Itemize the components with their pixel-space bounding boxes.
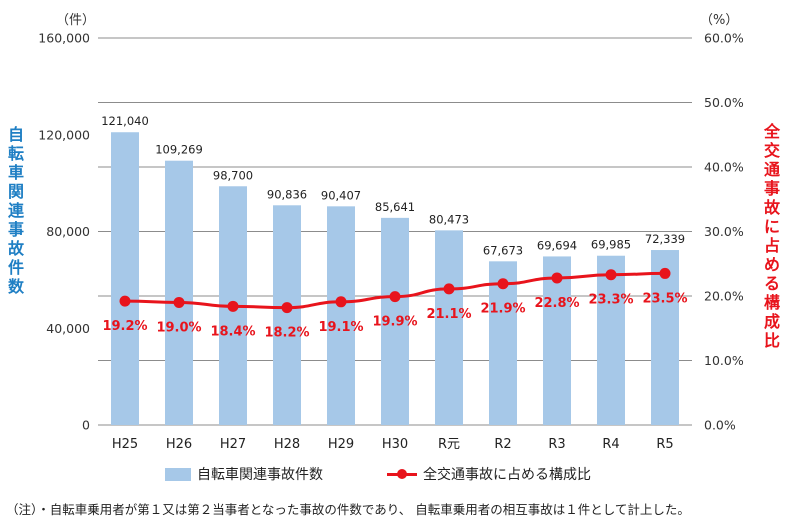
line-value-label: 19.2% [102,319,147,334]
bar [381,217,409,425]
line-point [551,272,563,284]
line-point [335,296,347,308]
left-tick-label: 80,000 [46,224,90,239]
bar-value-label: 121,040 [101,114,149,128]
bar [543,256,571,425]
right-tick-label: 30.0% [704,224,744,239]
legend: 自転車関連事故件数 全交通事故に占める構成比 [165,464,591,484]
legend-item-bar: 自転車関連事故件数 [165,464,323,484]
category-labels: H25 H26 H27 H28 H29 H30 R元 R2 R3 R4 R5 [112,437,674,452]
line-value-label: 19.1% [318,320,363,335]
left-axis-title: 自転車関連事故件数 [7,125,24,296]
line-value-label: 22.8% [534,296,579,311]
line-value-label: 21.9% [480,302,525,317]
right-tick-label: 10.0% [704,353,744,368]
line-point [389,291,401,303]
right-tick-label: 0.0% [704,418,736,433]
bar [273,205,301,425]
line-value-label: 18.2% [264,326,309,341]
category-label: H26 [166,437,192,452]
bar-value-label: 80,473 [429,212,469,226]
line-point [605,269,617,281]
legend-item-line: 全交通事故に占める構成比 [387,464,591,484]
left-tick-label: 40,000 [46,321,90,336]
legend-line-label: 全交通事故に占める構成比 [423,467,591,483]
bar-value-label: 72,339 [645,232,685,246]
right-axis-ticks: 0.0% 10.0% 20.0% 30.0% 40.0% 50.0% 60.0% [704,31,744,433]
category-label: R3 [548,437,565,452]
bar [651,250,679,425]
bar-value-label: 90,836 [267,187,307,201]
category-label: R4 [602,437,619,452]
line-series [119,267,671,314]
line-value-label: 19.9% [372,315,417,330]
right-axis-title: 全交通事故に占める構成比 [763,122,780,350]
category-label: H28 [274,437,300,452]
line-value-label: 19.0% [156,320,201,335]
right-tick-label: 40.0% [704,160,744,175]
category-label: R5 [656,437,673,452]
right-tick-label: 60.0% [704,31,744,46]
right-tick-label: 50.0% [704,95,744,110]
legend-bar-swatch [165,467,191,481]
line-point [281,302,293,314]
category-label: H27 [220,437,246,452]
category-label: H30 [382,437,408,452]
right-axis-unit: （%） [700,13,739,28]
line-point [173,296,185,308]
category-label: R元 [438,437,460,452]
bar-series [111,132,679,425]
left-tick-label: 0 [82,418,90,433]
bar-value-label: 67,673 [483,243,523,257]
bar [327,206,355,425]
bar-value-labels: 121,040 109,269 98,700 90,836 90,407 85,641 80… [101,114,685,257]
legend-line-swatch [387,467,417,481]
line-value-label: 21.1% [426,307,471,322]
category-label: H25 [112,437,138,452]
bar-value-label: 69,694 [537,238,577,252]
line-point [659,267,671,279]
line-value-label: 18.4% [210,324,255,339]
line-point [227,300,239,312]
legend-bar-label: 自転車関連事故件数 [197,467,323,483]
category-label: R2 [494,437,511,452]
bar-value-label: 109,269 [155,143,203,157]
line-value-labels: 19.2% 19.0% 18.4% 18.2% 19.1% 19.9% 21.1% 21.9%… [102,291,687,340]
chart: 0 40,000 80,000 120,000 160,000 0.0% 10.0% 20.… [38,31,744,453]
footnote: （注）・自転車乗用者が第１又は第２当事者となった事故の件数であり、 自転車乗用者… [6,502,690,517]
category-label: H29 [328,437,354,452]
bar [111,132,139,425]
line-point [497,278,509,290]
line-value-label: 23.5% [642,291,687,306]
line-point [119,295,131,307]
bar-value-label: 98,700 [213,168,253,182]
bar-value-label: 90,407 [321,188,361,202]
left-axis-ticks: 0 40,000 80,000 120,000 160,000 [38,31,90,433]
bar-value-label: 69,985 [591,238,631,252]
line-value-label: 23.3% [588,293,633,308]
right-tick-label: 20.0% [704,289,744,304]
bar [435,230,463,425]
bar [597,255,625,425]
left-tick-label: 120,000 [38,127,90,142]
bar [165,160,193,425]
line-point [443,283,455,295]
bar-value-label: 85,641 [375,200,415,214]
left-axis-unit: （件） [56,13,96,28]
left-tick-label: 160,000 [38,31,90,46]
